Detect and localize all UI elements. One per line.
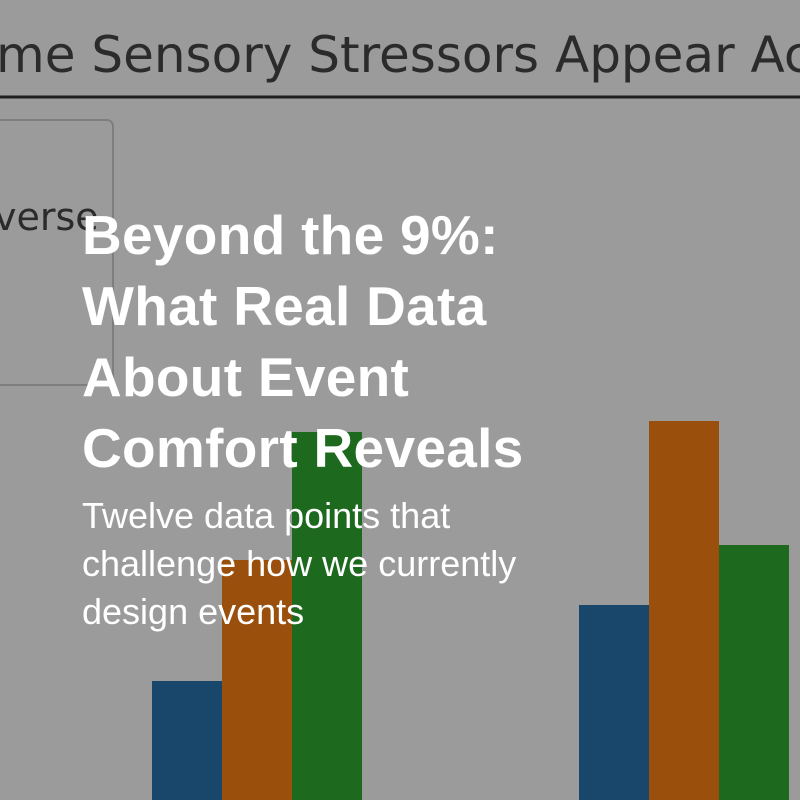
overlay: Beyond the 9%: What Real Data About Event C… [82,200,524,636]
bar [292,432,362,800]
subtitle-line: challenge how we currently [82,543,517,584]
bar [222,560,292,800]
bar [719,545,789,800]
title-line: What Real Data [82,275,487,337]
subtitle: Twelve data points that challenge how we … [82,492,524,636]
bar [579,605,649,800]
subtitle-line: design events [82,591,305,632]
chart-title: me Sensory Stressors Appear Ac [0,26,800,84]
title-line: Comfort Reveals [82,417,524,479]
bar [152,681,222,800]
legend-text: verse [0,195,99,239]
title-line: About Event [82,346,410,408]
title-line: Beyond the 9%: [82,204,499,266]
bar [649,421,719,800]
legend-box [0,119,114,386]
subtitle-line: Twelve data points that [82,495,451,536]
title: Beyond the 9%: What Real Data About Event C… [82,200,524,484]
